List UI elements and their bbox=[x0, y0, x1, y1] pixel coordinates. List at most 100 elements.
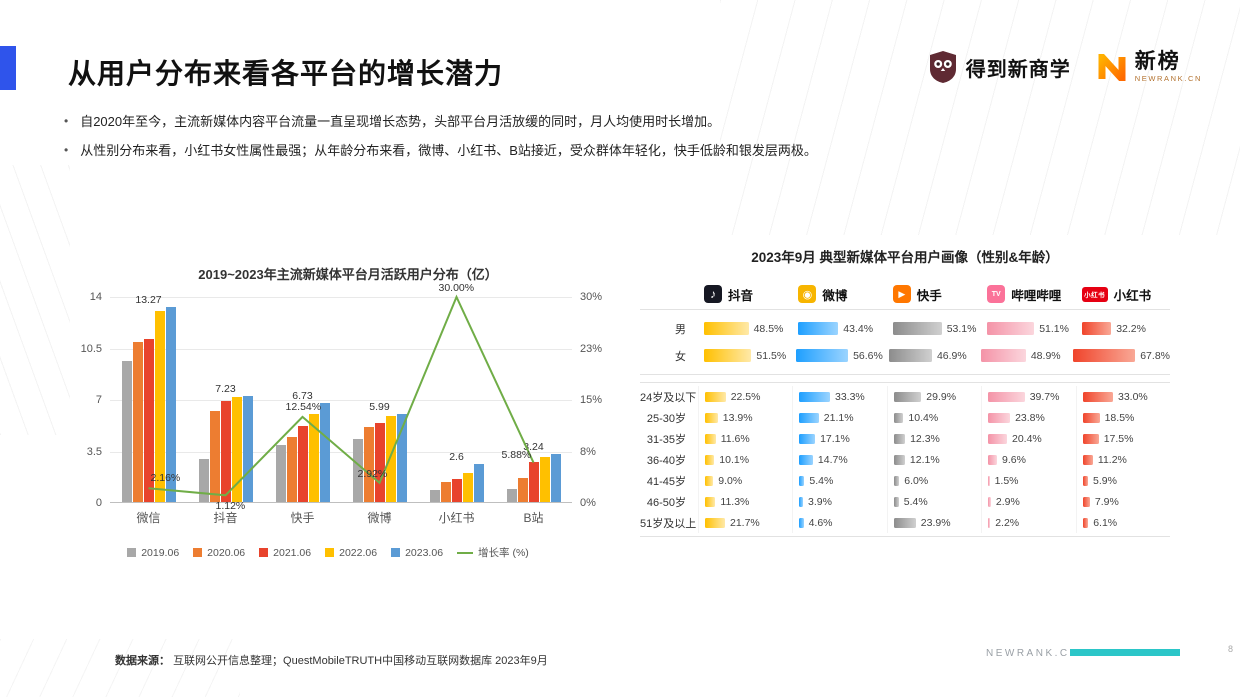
value-bar bbox=[705, 391, 726, 402]
row-label: 24岁及以下 bbox=[640, 391, 697, 404]
bar-2022.06 bbox=[462, 472, 473, 502]
line-value-label: 2.92% bbox=[357, 467, 388, 480]
y-left-tick: 0 bbox=[95, 497, 102, 509]
dedao-logo-text: 得到新商学 bbox=[965, 58, 1071, 81]
value-cell: 23.9% bbox=[886, 512, 981, 533]
value-bar bbox=[888, 349, 932, 362]
value-cell: 11.3% bbox=[698, 491, 792, 512]
value-text: 6.0% bbox=[904, 474, 929, 487]
line-value-label: 30.00% bbox=[438, 282, 475, 294]
douyin-icon: ♪ bbox=[704, 285, 722, 303]
dedao-logo: 得到新商学 bbox=[928, 50, 1071, 84]
value-cell: 18.5% bbox=[1075, 407, 1170, 428]
value-text: 21.1% bbox=[823, 411, 854, 424]
bullet-dot: • bbox=[64, 143, 69, 158]
platform-name: 哔哩哔哩 bbox=[1011, 288, 1062, 303]
value-bar bbox=[988, 517, 991, 528]
value-cell: 46.9% bbox=[883, 342, 975, 369]
value-cell: 2.9% bbox=[981, 491, 1075, 512]
row-label: 41-45岁 bbox=[646, 475, 686, 488]
table-row: 男 48.5% 43.4% 53.1% 51.1% 32.2% bbox=[640, 315, 1170, 342]
bullet-item: • 从性别分布来看，小红书女性属性最强；从年龄分布来看，微博、小红书、B站接近，… bbox=[60, 142, 990, 160]
bar-2021.06 bbox=[451, 478, 462, 502]
bar-value-label: 7.23 bbox=[215, 382, 236, 395]
bar-2023.06 bbox=[473, 463, 484, 502]
bar-2021.06 bbox=[220, 400, 231, 502]
bar-2022.06 bbox=[308, 414, 319, 502]
y-right-tick: 23% bbox=[580, 342, 603, 355]
value-cell: 23.8% bbox=[981, 407, 1075, 428]
value-cell: 12.1% bbox=[886, 449, 981, 470]
value-text: 11.6% bbox=[720, 432, 750, 445]
portrait-title: 2023年9月 典型新媒体平台用户画像（性别&年龄） bbox=[751, 250, 1059, 265]
header-logos: 得到新商学 新榜 NEWRANK.CN bbox=[928, 50, 1202, 84]
value-bar bbox=[1082, 454, 1093, 465]
value-text: 2.2% bbox=[995, 516, 1020, 529]
value-bar bbox=[705, 412, 718, 423]
value-cell: 22.5% bbox=[698, 386, 792, 407]
bar-2019.06 bbox=[121, 360, 132, 502]
legend-label: 2020.06 bbox=[207, 546, 246, 559]
platform-header-抖音: ♪ 抖音 bbox=[698, 285, 792, 304]
value-bar bbox=[799, 433, 816, 444]
table-row: 41-45岁 9.0% 5.4% 6.0% 1.5% 5.9% bbox=[640, 470, 1170, 491]
y-left-tick: 3.5 bbox=[86, 445, 102, 458]
bar-chart-plot-wrap: 14 10.5 7 3.5 0 微信 13.27 抖音 7.23 快手 6.73 微博 5.99 小红书… bbox=[78, 282, 618, 597]
gender-section: 男 48.5% 43.4% 53.1% 51.1% 32.2% 女 51.5% 56.6% 46.… bbox=[640, 309, 1170, 375]
value-bar bbox=[705, 454, 715, 465]
value-text: 11.2% bbox=[1097, 453, 1127, 466]
value-text: 1.5% bbox=[994, 474, 1019, 487]
value-bar bbox=[987, 322, 1035, 335]
value-text: 21.7% bbox=[730, 516, 760, 529]
y-axis-left: 14 10.5 7 3.5 0 bbox=[78, 291, 104, 509]
value-bar bbox=[988, 475, 990, 486]
value-bar bbox=[799, 496, 803, 507]
value-cell: 11.2% bbox=[1075, 449, 1170, 470]
legend-swatch bbox=[391, 548, 401, 557]
bar-value-label: 6.73 bbox=[292, 389, 313, 402]
value-bar bbox=[798, 322, 839, 335]
value-bar bbox=[799, 391, 830, 402]
bar-2019.06 bbox=[198, 459, 209, 502]
value-text: 2.9% bbox=[995, 495, 1020, 508]
bar-2023.06 bbox=[165, 306, 176, 502]
value-text: 12.3% bbox=[910, 432, 940, 445]
value-text: 22.5% bbox=[730, 390, 761, 403]
value-cell: 2.2% bbox=[981, 512, 1075, 533]
y-left-tick: 14 bbox=[89, 291, 102, 303]
value-text: 12.1% bbox=[909, 453, 940, 466]
value-cell: 33.3% bbox=[792, 386, 886, 407]
bar-value-label: 2.6 bbox=[449, 450, 464, 463]
value-cell: 10.1% bbox=[698, 449, 792, 470]
bar-2022.06 bbox=[385, 416, 396, 502]
value-text: 39.7% bbox=[1029, 390, 1060, 403]
table-row: 24岁及以下 22.5% 33.3% 29.9% 39.7% 33.0% bbox=[640, 386, 1170, 407]
newrank-logo-text: 新榜 bbox=[1134, 50, 1181, 74]
bar-group bbox=[495, 297, 572, 502]
value-text: 56.6% bbox=[853, 349, 883, 362]
line-value-label: 12.54% bbox=[285, 400, 322, 413]
value-bar bbox=[988, 412, 1011, 423]
value-cell: 48.9% bbox=[975, 342, 1067, 369]
value-text: 46.9% bbox=[936, 349, 967, 362]
bar-group bbox=[187, 297, 264, 502]
value-text: 10.1% bbox=[719, 453, 750, 466]
platform-name: 抖音 bbox=[728, 288, 754, 303]
x-axis-label: 微博 bbox=[367, 511, 392, 525]
legend-item: 2020.06 bbox=[193, 547, 245, 559]
platform-header-小红书: 小红书 小红书 bbox=[1076, 285, 1170, 304]
bar-2020.06 bbox=[132, 342, 143, 502]
value-text: 9.0% bbox=[718, 474, 743, 487]
value-bar bbox=[893, 475, 900, 486]
value-cell: 51.5% bbox=[698, 342, 790, 369]
value-bar bbox=[799, 412, 819, 423]
platform-header-微博: ◉ 微博 bbox=[792, 285, 886, 304]
value-bar bbox=[705, 517, 725, 528]
platform-header-快手: ▶ 快手 bbox=[887, 285, 981, 304]
row-label: 25-30岁 bbox=[646, 412, 686, 425]
bar-group bbox=[341, 297, 418, 502]
bar-2019.06 bbox=[506, 488, 517, 502]
value-cell: 56.6% bbox=[790, 342, 883, 369]
gridline bbox=[110, 451, 572, 453]
value-cell: 7.9% bbox=[1075, 491, 1170, 512]
